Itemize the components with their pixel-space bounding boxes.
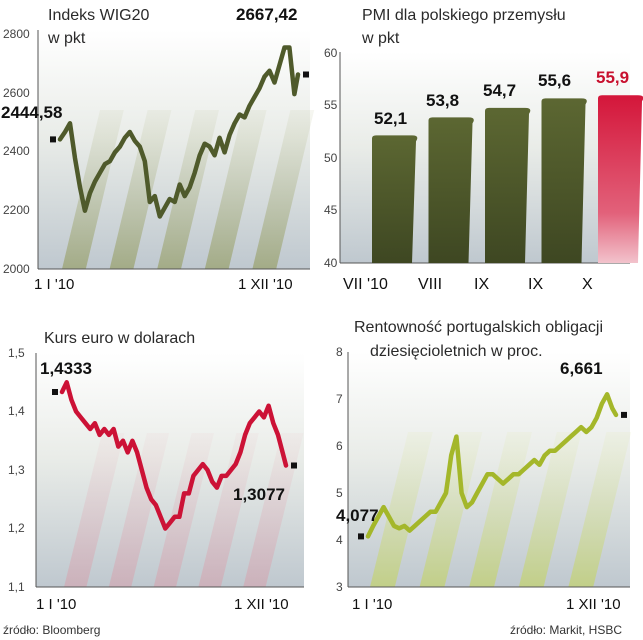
stripe	[518, 432, 582, 587]
x-tick-label: 1 I '10	[352, 596, 392, 613]
y-tick-label: 1,2	[8, 521, 25, 535]
end-point-marker	[291, 462, 297, 469]
bar	[372, 135, 418, 263]
bar-value-label: 54,7	[483, 81, 516, 100]
stripe	[64, 433, 125, 587]
diagonal-stripes	[370, 432, 632, 587]
start-point-marker	[358, 533, 364, 540]
y-tick-label: 1,5	[8, 346, 25, 360]
start-value-label: 4,077	[336, 506, 379, 525]
bar	[541, 98, 587, 263]
series-line	[59, 380, 289, 531]
source-label: źródło: Bloomberg	[3, 623, 100, 637]
chart-title: Kurs euro w dolarach	[44, 330, 195, 347]
x-tick-label: 1 XII '10	[566, 596, 621, 613]
end-value-label: 1,3077	[233, 485, 285, 504]
end-value-label: 2667,42	[236, 5, 297, 24]
stripe	[204, 110, 267, 269]
bar	[485, 107, 531, 263]
start-value-label: 2444,58	[1, 103, 62, 122]
chart-subtitle: w pkt	[361, 30, 400, 47]
x-tick-label: 1 I '10	[36, 596, 76, 613]
y-tick-label: 5	[336, 486, 343, 500]
chart-title: Indeks WIG20	[48, 7, 149, 24]
stripe	[252, 110, 315, 269]
panel-portugal-yields: Rentowność portugalskich obligacji dzies…	[336, 319, 632, 637]
panel-wig20: Indeks WIG20 w pkt 2800 2600 2400 2200 2…	[1, 5, 315, 293]
x-tick-label: 1 I '10	[34, 276, 74, 293]
end-value-label: 6,661	[560, 359, 603, 378]
category-label: VIII	[418, 276, 442, 293]
start-point-marker	[52, 389, 58, 395]
panel-eurusd: Kurs euro w dolarach 1,5 1,4 1,3 1,2 1,1…	[3, 330, 304, 637]
y-tick-label: 2200	[3, 203, 30, 217]
start-value-label: 1,4333	[40, 359, 92, 378]
chart-title: PMI dla polskiego przemysłu	[362, 7, 566, 24]
stripe	[108, 433, 170, 587]
stripe	[198, 433, 259, 587]
stripe	[469, 432, 532, 587]
category-label: IX	[528, 276, 543, 293]
chart-subtitle: w pkt	[47, 30, 86, 47]
y-tick-label: 55	[324, 98, 338, 112]
category-label: IX	[474, 276, 489, 293]
bar-value-label: 52,1	[374, 109, 407, 128]
y-tick-label: 2400	[3, 144, 30, 158]
x-tick-label: 1 XII '10	[238, 276, 293, 293]
stripe	[109, 110, 172, 269]
bar	[428, 117, 474, 263]
y-tick-label: 1,3	[8, 463, 25, 477]
y-tick-label: 2600	[3, 86, 30, 100]
y-tick-label: 6	[336, 439, 343, 453]
stripe	[243, 433, 304, 587]
category-label: X	[582, 276, 593, 293]
bar-value-label: 53,8	[426, 91, 459, 110]
source-label: źródło: Markit, HSBC	[510, 623, 622, 637]
end-point-marker	[621, 411, 627, 418]
stripe	[568, 432, 632, 587]
diagonal-stripes	[64, 433, 304, 587]
y-tick-label: 2800	[3, 27, 30, 41]
category-label: VII '10	[343, 276, 388, 293]
bar-value-label-highlight: 55,9	[596, 68, 629, 87]
y-tick-label: 1,4	[8, 404, 25, 418]
end-point-marker	[303, 71, 309, 78]
y-tick-label: 8	[336, 345, 343, 359]
bar-group	[372, 95, 643, 263]
series-line	[57, 45, 301, 219]
stripe	[370, 432, 433, 587]
bar	[598, 95, 643, 263]
series-line	[365, 392, 619, 539]
y-tick-label: 2000	[3, 262, 30, 276]
y-tick-label: 7	[336, 392, 343, 406]
y-tick-label: 50	[324, 151, 338, 165]
y-tick-label: 4	[336, 533, 343, 547]
y-tick-label: 60	[324, 46, 338, 60]
stripe	[419, 432, 483, 587]
panel-pmi: PMI dla polskiego przemysłu w pkt 60 55 …	[324, 7, 643, 293]
y-tick-label: 3	[336, 580, 343, 594]
start-point-marker	[50, 136, 56, 143]
chart-subtitle: dziesięcioletnich w proc.	[370, 343, 543, 360]
y-tick-label: 40	[324, 256, 338, 270]
chart-title: Rentowność portugalskich obligacji	[354, 319, 603, 336]
y-tick-label: 1,1	[8, 580, 25, 594]
y-tick-label: 45	[324, 203, 338, 217]
bar-value-label: 55,6	[538, 71, 571, 90]
x-tick-label: 1 XII '10	[234, 596, 289, 613]
